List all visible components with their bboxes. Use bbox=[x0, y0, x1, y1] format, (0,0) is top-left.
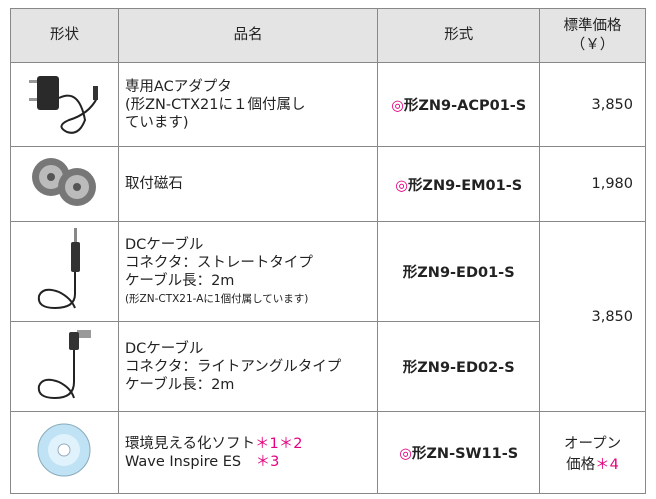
text-line: 価格＊4 bbox=[546, 453, 639, 474]
model-mark: ◎ bbox=[391, 98, 404, 114]
text-line: Wave Inspire ES ＊3 bbox=[125, 453, 371, 471]
text-segment: (形ZN-CTX21に１個付属し bbox=[124, 96, 306, 113]
text-line: 取付磁石 bbox=[125, 175, 371, 193]
product-note: (形ZN-CTX21-Aに1個付属しています) bbox=[124, 292, 309, 305]
product-row: 取付磁石 ◎形ZN9-EM01-S 1,980 bbox=[10, 146, 646, 222]
product-name: DCケーブル コネクタ：ストレートタイプ ケーブル長：2m (形ZN-CTX21-Aに… bbox=[117, 221, 379, 322]
text-segment: Wave Inspire ES bbox=[124, 453, 256, 470]
product-image bbox=[10, 146, 119, 222]
text-segment: ケーブル長：2m bbox=[124, 376, 235, 393]
text-segment: DCケーブル bbox=[124, 236, 204, 253]
product-price: オープン 価格＊4 bbox=[539, 411, 646, 494]
text-segment: ＊1 bbox=[255, 435, 279, 452]
product-image bbox=[10, 62, 119, 147]
text-line: 3,850 bbox=[546, 97, 633, 113]
text-line: 専用ACアダプタ bbox=[125, 78, 371, 96]
model-mark: ◎ bbox=[399, 446, 412, 462]
header-row: 形状 品名 形式 標準価格 （￥） bbox=[10, 8, 646, 63]
text-line: DCケーブル bbox=[125, 236, 371, 254]
product-model: ◎形ZN9-ACP01-S bbox=[377, 62, 541, 147]
product-model: ◎形ZN-SW11-S bbox=[377, 411, 541, 494]
model-code: 形ZN9-EM01-S bbox=[407, 177, 523, 194]
product-row: 専用ACアダプタ (形ZN-CTX21に１個付属し ています) ◎形ZN9-ACP01… bbox=[10, 62, 646, 147]
text-segment: ＊4 bbox=[595, 456, 619, 473]
text-line: ています) bbox=[125, 114, 371, 132]
header-line: 標準価格 bbox=[563, 17, 622, 34]
column-header: 標準価格 （￥） bbox=[539, 8, 646, 63]
text-segment: DCケーブル bbox=[124, 340, 204, 357]
product-name: 取付磁石 bbox=[117, 146, 379, 222]
column-header: 形状 bbox=[10, 8, 119, 63]
product-row: DCケーブル コネクタ：ライトアングルタイプ ケーブル長：2m 形ZN9-ED02-S bbox=[10, 321, 646, 412]
text-segment: 1,980 bbox=[591, 176, 633, 192]
text-segment: コネクタ：ストレートタイプ bbox=[124, 254, 313, 271]
text-segment: 3,850 bbox=[591, 96, 633, 113]
product-row: 環境見える化ソフト＊1＊2 Wave Inspire ES ＊3 ◎形ZN-SW11… bbox=[10, 411, 646, 494]
text-line: 3,850 bbox=[546, 309, 633, 325]
product-table: 形状 品名 形式 標準価格 （￥） 専用ACアダプタ (形ZN-CTX21に１個付属し てい… bbox=[10, 8, 646, 494]
product-price: 1,980 bbox=[539, 146, 646, 222]
model-code: 形ZN-SW11-S bbox=[411, 446, 519, 462]
model-code: 形ZN9-ACP01-S bbox=[403, 98, 527, 114]
model-mark: ◎ bbox=[395, 177, 408, 194]
product-image bbox=[10, 321, 119, 412]
product-model: 形ZN9-ED02-S bbox=[377, 321, 541, 412]
product-price: 3,850 bbox=[539, 62, 646, 147]
text-segment: 環境見える化ソフト bbox=[124, 435, 256, 452]
text-line: ケーブル長：2m bbox=[125, 376, 371, 394]
product-price: 3,850 bbox=[539, 221, 646, 412]
text-line: ケーブル長：2m bbox=[125, 272, 371, 290]
text-line: コネクタ：ライトアングルタイプ bbox=[125, 358, 371, 376]
text-segment: オープン bbox=[563, 435, 622, 452]
text-line: DCケーブル bbox=[125, 340, 371, 358]
product-name: 専用ACアダプタ (形ZN-CTX21に１個付属し ています) bbox=[117, 62, 379, 147]
text-segment: 専用ACアダプタ bbox=[124, 78, 232, 95]
text-segment: 取付磁石 bbox=[124, 176, 183, 192]
column-header: 品名 bbox=[117, 8, 379, 63]
text-line: (形ZN-CTX21に１個付属し bbox=[125, 96, 371, 114]
product-name: 環境見える化ソフト＊1＊2 Wave Inspire ES ＊3 bbox=[117, 411, 379, 494]
column-header: 形式 bbox=[377, 8, 541, 63]
product-row: DCケーブル コネクタ：ストレートタイプ ケーブル長：2m (形ZN-CTX21-Aに… bbox=[10, 221, 646, 412]
text-line: コネクタ：ストレートタイプ bbox=[125, 254, 371, 272]
text-segment: ケーブル長：2m bbox=[124, 272, 235, 289]
model-code: 形ZN9-ED01-S bbox=[402, 265, 515, 281]
text-line: 環境見える化ソフト＊1＊2 bbox=[125, 435, 371, 453]
product-image bbox=[10, 411, 119, 494]
header-line: （￥） bbox=[570, 36, 615, 53]
product-model: ◎形ZN9-EM01-S bbox=[377, 146, 541, 222]
text-segment: ＊2 bbox=[278, 435, 303, 452]
text-line: 1,980 bbox=[546, 176, 633, 192]
model-code: 形ZN9-ED02-S bbox=[402, 360, 515, 376]
text-segment: コネクタ：ライトアングルタイプ bbox=[124, 358, 342, 375]
product-name: DCケーブル コネクタ：ライトアングルタイプ ケーブル長：2m bbox=[117, 321, 379, 412]
text-segment: ＊3 bbox=[255, 453, 280, 470]
product-image bbox=[10, 221, 119, 322]
product-model: 形ZN9-ED01-S bbox=[377, 221, 541, 322]
text-line: オープン bbox=[546, 432, 639, 453]
text-segment: ています) bbox=[124, 114, 189, 131]
text-segment: 価格 bbox=[566, 456, 596, 473]
text-segment: 3,850 bbox=[591, 308, 633, 325]
